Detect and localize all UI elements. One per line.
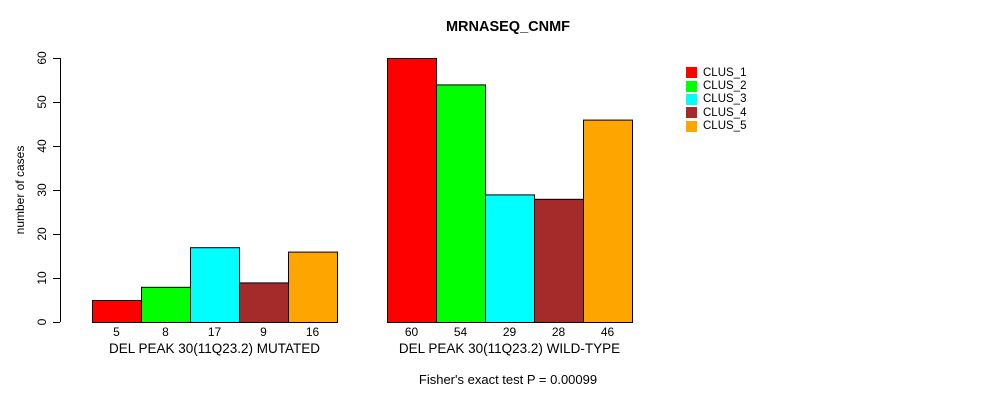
bar-clus_2 [436,84,486,324]
y-tick-label: 0 [35,318,49,325]
y-tick-label: 60 [35,51,49,65]
y-tick-label: 10 [35,271,49,285]
legend-swatch-icon [686,67,697,79]
legend-swatch-icon [686,80,697,92]
bar-clus_2 [141,286,191,323]
bar-clus_1 [92,300,142,323]
legend-item-clus_4: CLUS_4 [686,106,746,119]
legend-item-clus_1: CLUS_1 [686,66,746,79]
chart-title: MRNASEQ_CNMF [445,19,571,35]
bar-clus_4 [534,198,584,323]
bar-value-label: 8 [162,325,169,339]
legend-label: CLUS_4 [703,106,747,119]
bar-value-label: 46 [601,325,615,339]
legend-swatch-icon [686,107,697,119]
legend-item-clus_5: CLUS_5 [686,120,746,133]
legend-label: CLUS_3 [703,93,747,106]
y-tick-label: 30 [35,183,49,197]
y-tick-label: 20 [35,227,49,241]
x-axis-category-label: DEL PEAK 30(11Q23.2) MUTATED [109,341,320,356]
legend-swatch-icon [686,93,697,105]
bar-clus_4 [239,282,289,323]
y-tick-label: 50 [35,95,49,109]
bar-value-label: 17 [208,325,222,339]
bar-value-label: 29 [503,325,517,339]
legend-item-clus_2: CLUS_2 [686,79,746,92]
bar-value-label: 60 [405,325,419,339]
fisher-test-note: Fisher's exact test P = 0.00099 [418,372,598,387]
bar-value-label: 28 [552,325,566,339]
legend-label: CLUS_1 [703,66,747,79]
bar-value-label: 5 [113,325,120,339]
legend-item-clus_3: CLUS_3 [686,93,746,106]
x-axis-category-label: DEL PEAK 30(11Q23.2) WILD-TYPE [399,341,620,356]
legend: CLUS_1 CLUS_2 CLUS_3 CLUS_4 CLUS_5 [686,66,746,133]
legend-swatch-icon [686,120,697,132]
bar-clus_3 [190,247,240,323]
bar-clus_5 [288,251,338,324]
legend-label: CLUS_2 [703,80,747,93]
y-tick-label: 40 [35,139,49,153]
y-axis-label: number of cases [13,145,27,235]
bar-value-label: 9 [260,325,267,339]
bar-clus_3 [485,194,535,323]
legend-label: CLUS_5 [703,120,747,133]
bar-value-label: 54 [454,325,468,339]
bar-clus_5 [583,119,633,323]
bar-value-label: 16 [306,325,320,339]
bar-clus_1 [387,58,437,323]
